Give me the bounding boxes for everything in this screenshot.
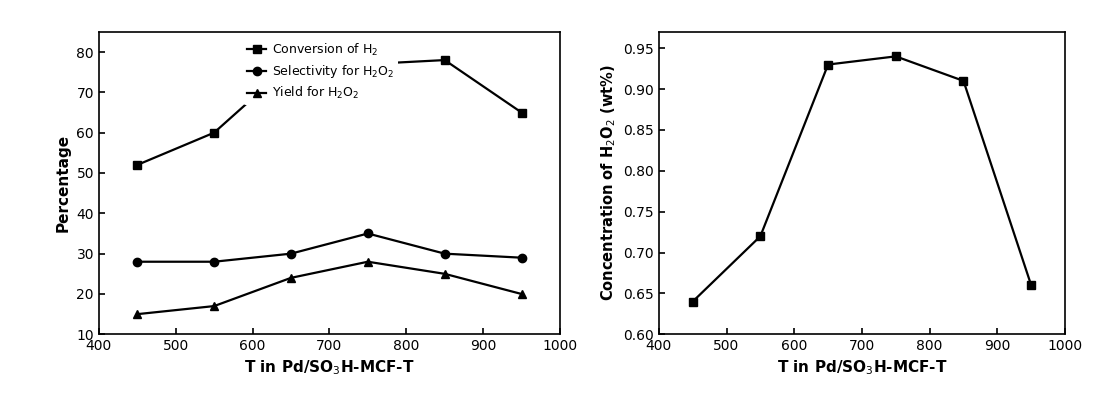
Conversion of H$_2$ [515,110,528,115]
X-axis label: T in Pd/SO$_3$H-MCF-T: T in Pd/SO$_3$H-MCF-T [244,359,415,377]
X-axis label: T in Pd/SO$_3$H-MCF-T: T in Pd/SO$_3$H-MCF-T [776,359,948,377]
Yield for H$_2$O$_2$ [131,312,144,316]
Yield for H$_2$O$_2$ [438,271,451,276]
Selectivity for H$_2$O$_2$ [361,231,374,236]
Selectivity for H$_2$O$_2$ [284,251,298,256]
Selectivity for H$_2$O$_2$ [515,255,528,260]
Legend: Conversion of H$_2$, Selectivity for H$_2$O$_2$, Yield for H$_2$O$_2$: Conversion of H$_2$, Selectivity for H$_… [244,38,399,105]
Line: Selectivity for H$_2$O$_2$: Selectivity for H$_2$O$_2$ [133,229,526,266]
Conversion of H$_2$ [208,130,221,135]
Conversion of H$_2$ [361,62,374,66]
Y-axis label: Percentage: Percentage [56,134,70,232]
Yield for H$_2$O$_2$ [515,292,528,297]
Line: Yield for H$_2$O$_2$: Yield for H$_2$O$_2$ [133,258,526,318]
Conversion of H$_2$ [131,162,144,167]
Selectivity for H$_2$O$_2$ [131,259,144,264]
Yield for H$_2$O$_2$ [284,275,298,280]
Yield for H$_2$O$_2$ [361,259,374,264]
Conversion of H$_2$ [438,58,451,62]
Selectivity for H$_2$O$_2$ [438,251,451,256]
Selectivity for H$_2$O$_2$ [208,259,221,264]
Conversion of H$_2$ [284,62,298,66]
Yield for H$_2$O$_2$ [208,304,221,308]
Line: Conversion of H$_2$: Conversion of H$_2$ [133,56,526,169]
Y-axis label: Concentration of H$_2$O$_2$ (wt%): Concentration of H$_2$O$_2$ (wt%) [598,65,618,301]
